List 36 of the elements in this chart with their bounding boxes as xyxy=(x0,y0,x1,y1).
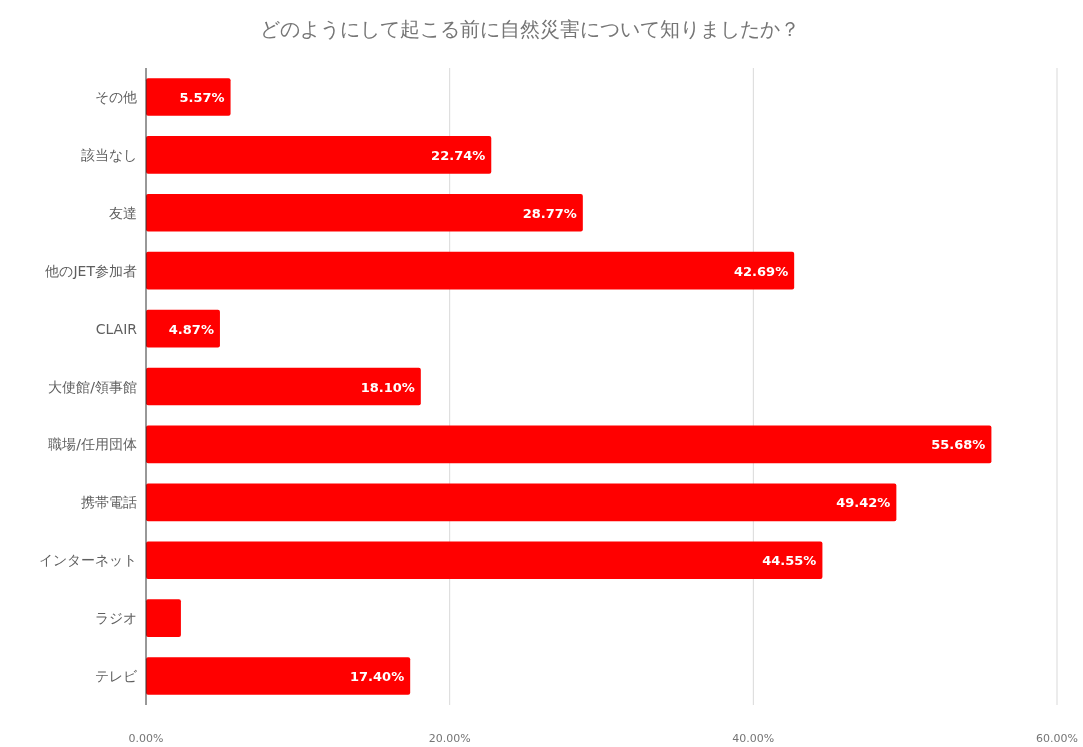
chart-title: どのようにして起こる前に自然災害について知りましたか？ xyxy=(260,17,800,41)
x-tick-label: 0.00% xyxy=(128,732,164,745)
data-label: 17.40% xyxy=(350,669,405,685)
bar xyxy=(146,657,411,695)
y-tick-label: その他 xyxy=(95,88,137,105)
y-tick-label: テレビ xyxy=(95,668,138,685)
data-label: 5.57% xyxy=(179,89,225,105)
y-tick-label: 大使館/領事館 xyxy=(48,378,137,395)
y-tick-label: ラジオ xyxy=(95,610,137,627)
bar xyxy=(146,483,897,522)
bar xyxy=(146,251,795,290)
data-label: 49.42% xyxy=(836,495,891,511)
data-label: 18.10% xyxy=(360,379,415,395)
bar xyxy=(146,425,992,464)
y-tick-label: インターネット xyxy=(39,552,137,569)
x-tick-label: 60.00% xyxy=(1036,732,1078,745)
y-tick-label: 友達 xyxy=(109,204,137,221)
bar xyxy=(146,193,583,232)
y-tick-label: 職場/任用団体 xyxy=(48,436,137,453)
data-label: 4.87% xyxy=(168,321,214,337)
y-tick-label: 携帯電話 xyxy=(81,494,137,511)
bar xyxy=(146,541,823,580)
data-label: 55.68% xyxy=(931,437,986,453)
bar xyxy=(146,599,181,637)
y-tick-label: CLAIR xyxy=(95,320,138,337)
y-tick-label: 該当なし xyxy=(81,146,137,163)
bar xyxy=(146,367,421,406)
y-tick-label: 他のJET参加者 xyxy=(45,262,137,279)
x-tick-label: 40.00% xyxy=(732,732,775,745)
data-label: 28.77% xyxy=(522,205,577,221)
data-label: 42.69% xyxy=(734,263,789,279)
bar xyxy=(146,136,492,174)
x-tick-label: 20.00% xyxy=(428,732,471,745)
bar xyxy=(146,78,231,116)
data-label: 44.55% xyxy=(762,553,817,569)
data-label: 22.74% xyxy=(431,147,486,163)
